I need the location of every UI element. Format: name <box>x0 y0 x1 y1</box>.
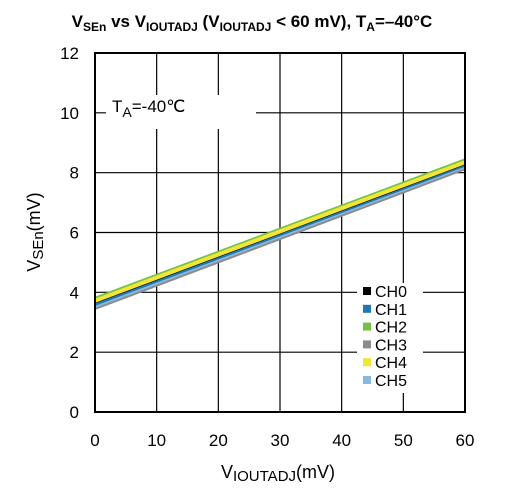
y-tick-label: 12 <box>60 44 79 63</box>
chart-title: VSEn vs VIOUTADJ (VIOUTADJ < 60 mV), TA=… <box>72 12 433 34</box>
legend-swatch-ch5 <box>363 376 371 384</box>
y-tick-labels: 0 2 4 6 8 10 12 <box>60 44 79 422</box>
temperature-annotation: TA=-40℃ <box>112 97 185 120</box>
y-axis-label: VSEn(mV) <box>24 192 47 271</box>
plot-frame <box>94 52 466 413</box>
legend-label-ch3: CH3 <box>375 337 407 354</box>
x-tick-label: 30 <box>271 431 290 450</box>
x-tick-label: 50 <box>394 431 413 450</box>
legend-label-ch1: CH1 <box>375 302 407 319</box>
legend-label-ch2: CH2 <box>375 320 407 337</box>
legend-swatch-ch3 <box>363 340 371 349</box>
annotation-background <box>106 95 256 129</box>
y-tick-label: 10 <box>60 104 79 123</box>
series-line-ch4 <box>94 160 466 303</box>
x-tick-label: 0 <box>90 431 99 450</box>
y-tick-label: 6 <box>70 224 79 243</box>
legend-label-ch5: CH5 <box>375 373 407 390</box>
x-axis-label: VIOUTADJ(mV) <box>221 462 335 485</box>
legend-swatch-ch1 <box>363 304 371 313</box>
x-tick-labels: 0 10 20 30 40 50 60 <box>90 431 474 450</box>
x-tick-label: 10 <box>147 431 166 450</box>
legend-label-ch4: CH4 <box>375 355 407 372</box>
series-lines <box>94 158 466 310</box>
legend-label-ch0: CH0 <box>375 284 407 301</box>
y-tick-label: 0 <box>70 403 79 422</box>
legend-swatch-ch0 <box>363 287 371 295</box>
legend-swatch-ch4 <box>363 358 371 367</box>
legend-background <box>357 283 423 393</box>
y-tick-label: 4 <box>70 283 79 302</box>
x-tick-label: 40 <box>332 431 351 450</box>
x-tick-label: 60 <box>456 431 475 450</box>
legend-swatch-ch2 <box>363 322 371 331</box>
x-tick-label: 20 <box>209 431 228 450</box>
y-tick-label: 8 <box>70 164 79 183</box>
y-tick-label: 2 <box>70 343 79 362</box>
